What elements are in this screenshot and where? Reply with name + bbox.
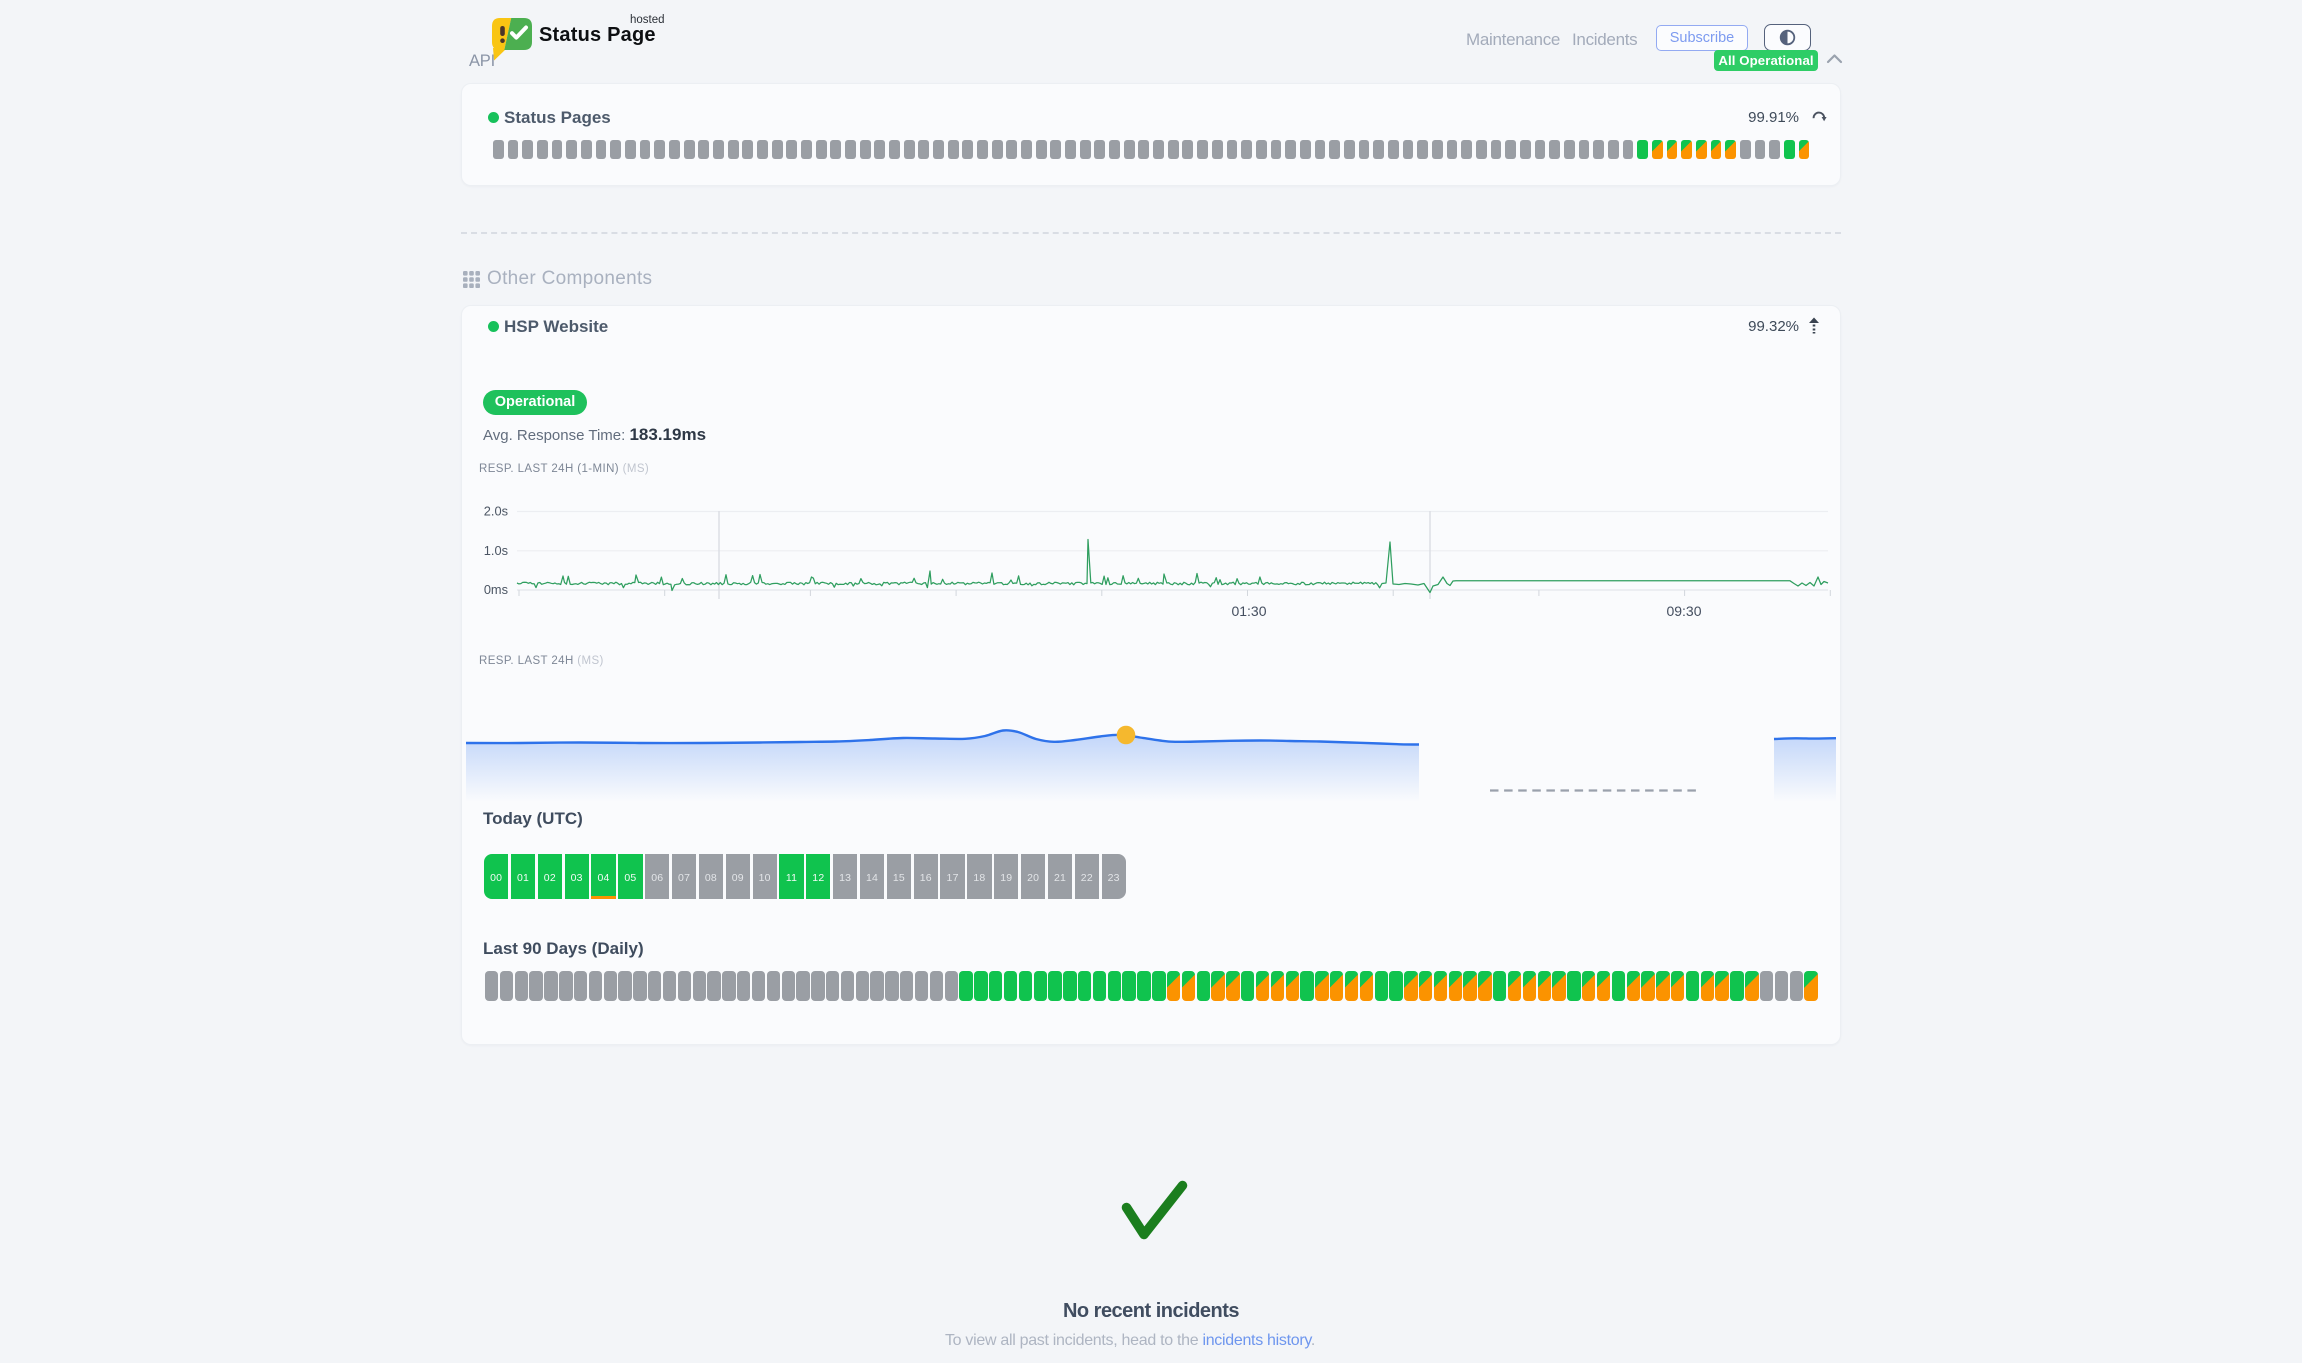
svg-text:1.0s: 1.0s	[484, 543, 508, 558]
svg-text:2.0s: 2.0s	[484, 504, 508, 519]
svg-text:09:30: 09:30	[1666, 603, 1701, 619]
svg-text:01:30: 01:30	[1231, 603, 1266, 619]
svg-text:0ms: 0ms	[484, 582, 508, 597]
